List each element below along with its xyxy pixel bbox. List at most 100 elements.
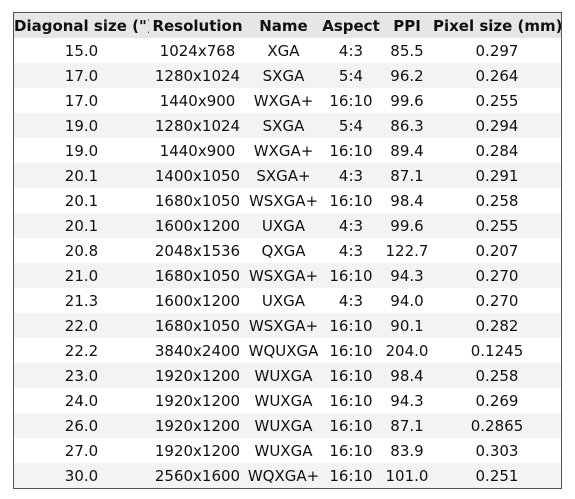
table-cell: 0.207 [475, 241, 519, 260]
table-cell: 94.0 [390, 291, 424, 310]
header-cell: Diagonal size (") [14, 13, 149, 38]
table-cell: UXGA [261, 291, 306, 310]
table-cell: 17.0 [64, 91, 99, 110]
table-row: 19.0 1440x900 WXGA+ 16:10 89.4 0.284 [14, 138, 561, 163]
table-cell: 16:10 [321, 413, 381, 438]
table-cell: 0.284 [475, 141, 519, 160]
table-cell: 0.255 [475, 91, 519, 110]
table-row: 20.1 1600x1200 UXGA 4:3 99.6 0.255 [14, 213, 561, 238]
table-cell: 20.8 [64, 241, 99, 260]
table-cell: 1920x1200 [154, 441, 241, 460]
table: Diagonal size (") Resolution Name Aspect PPI… [14, 13, 561, 488]
table-cell: 0.269 [475, 391, 519, 410]
table-cell: 0.270 [433, 263, 561, 288]
table-cell: 23.0 [14, 363, 149, 388]
table-row: 22.2 3840x2400 WQUXGA 16:10 204.0 0.1245 [14, 338, 561, 363]
table-cell: XGA [267, 41, 300, 60]
table-row: 20.1 1400x1050 SXGA+ 4:3 87.1 0.291 [14, 163, 561, 188]
table-cell: WUXGA [254, 391, 313, 410]
table-cell: 20.1 [14, 163, 149, 188]
table-cell: 1600x1200 [154, 291, 241, 310]
table-cell: WSXGA+ [246, 263, 321, 288]
table-cell: 96.2 [381, 63, 433, 88]
table-cell: 16:10 [329, 141, 373, 160]
table-cell: 19.0 [64, 141, 99, 160]
table-cell: 4:3 [321, 213, 381, 238]
table-cell: 0.291 [433, 163, 561, 188]
table-cell: 0.282 [433, 313, 561, 338]
table-cell: SXGA+ [246, 163, 321, 188]
table-cell: 86.3 [381, 113, 433, 138]
table-cell: 90.1 [381, 313, 433, 338]
table-cell: 3840x2400 [154, 341, 241, 360]
table-cell: 24.0 [64, 391, 99, 410]
table-cell: 1920x1200 [149, 363, 246, 388]
table-row: 21.3 1600x1200 UXGA 4:3 94.0 0.270 [14, 288, 561, 313]
table-cell: 0.297 [475, 41, 519, 60]
table-cell: WUXGA [246, 413, 321, 438]
table-cell: 0.1245 [470, 341, 524, 360]
table-cell: 94.3 [381, 263, 433, 288]
table-cell: 98.4 [390, 191, 424, 210]
table-cell: 89.4 [390, 141, 424, 160]
table-row: 23.0 1920x1200 WUXGA 16:10 98.4 0.258 [14, 363, 561, 388]
table-cell: 98.4 [381, 363, 433, 388]
table-cell: 1024x768 [159, 41, 236, 60]
table-cell: 99.6 [390, 91, 424, 110]
table-row: 17.0 1440x900 WXGA+ 16:10 99.6 0.255 [14, 88, 561, 113]
table-cell: WSXGA+ [248, 191, 319, 210]
table-cell: WXGA+ [253, 141, 314, 160]
table-cell: 83.9 [390, 441, 424, 460]
table-cell: UXGA [246, 213, 321, 238]
table-cell: 1920x1200 [154, 391, 241, 410]
table-row: 15.0 1024x768 XGA 4:3 85.5 0.297 [14, 38, 561, 63]
table-cell: 20.1 [64, 191, 99, 210]
table-cell: WQXGA+ [246, 463, 321, 488]
table-cell: QXGA [261, 241, 306, 260]
table-cell: 16:10 [329, 441, 373, 460]
table-row: 20.8 2048x1536 QXGA 4:3 122.7 0.207 [14, 238, 561, 263]
table-cell: 16:10 [329, 191, 373, 210]
table-cell: 94.3 [390, 391, 424, 410]
table-cell: 16:10 [321, 313, 381, 338]
table-cell: 4:3 [338, 291, 364, 310]
table-cell: 16:10 [321, 363, 381, 388]
table-row: 22.0 1680x1050 WSXGA+ 16:10 90.1 0.282 [14, 313, 561, 338]
table-cell: 1400x1050 [149, 163, 246, 188]
table-cell: WUXGA [246, 363, 321, 388]
table-cell: 16:10 [329, 341, 373, 360]
table-cell: 87.1 [381, 413, 433, 438]
table-cell: WSXGA+ [246, 313, 321, 338]
table-cell: 122.7 [385, 241, 429, 260]
table-cell: 22.0 [14, 313, 149, 338]
table-cell: 0.251 [433, 463, 561, 488]
table-cell: 4:3 [338, 41, 364, 60]
table-cell: 0.303 [475, 441, 519, 460]
table-cell: 0.270 [475, 291, 519, 310]
table-cell: 20.1 [14, 213, 149, 238]
table-cell: 0.2865 [433, 413, 561, 438]
table-cell: 1440x900 [159, 91, 236, 110]
header-cell: Pixel size (mm) [433, 13, 561, 38]
header-row: Diagonal size (") Resolution Name Aspect PPI… [14, 13, 561, 38]
table-cell: 21.3 [64, 291, 99, 310]
table-cell: 87.1 [381, 163, 433, 188]
table-cell: 0.258 [475, 191, 519, 210]
table-cell: 0.255 [433, 213, 561, 238]
table-cell: 85.5 [390, 41, 424, 60]
table-cell: 1440x900 [159, 141, 236, 160]
table-cell: 101.0 [381, 463, 433, 488]
table-cell: 22.2 [64, 341, 99, 360]
table-cell: 5:4 [321, 63, 381, 88]
table-cell: 17.0 [14, 63, 149, 88]
header-cell: Resolution [149, 13, 246, 38]
table-cell: 30.0 [14, 463, 149, 488]
table-cell: 19.0 [14, 113, 149, 138]
table-cell: 27.0 [64, 441, 99, 460]
table-frame: Diagonal size (") Resolution Name Aspect PPI… [13, 12, 562, 489]
table-cell: 26.0 [14, 413, 149, 438]
table-cell: 4:3 [338, 241, 364, 260]
table-row: 30.0 2560x1600 WQXGA+ 16:10 101.0 0.251 [14, 463, 561, 488]
table-cell: 16:10 [321, 263, 381, 288]
